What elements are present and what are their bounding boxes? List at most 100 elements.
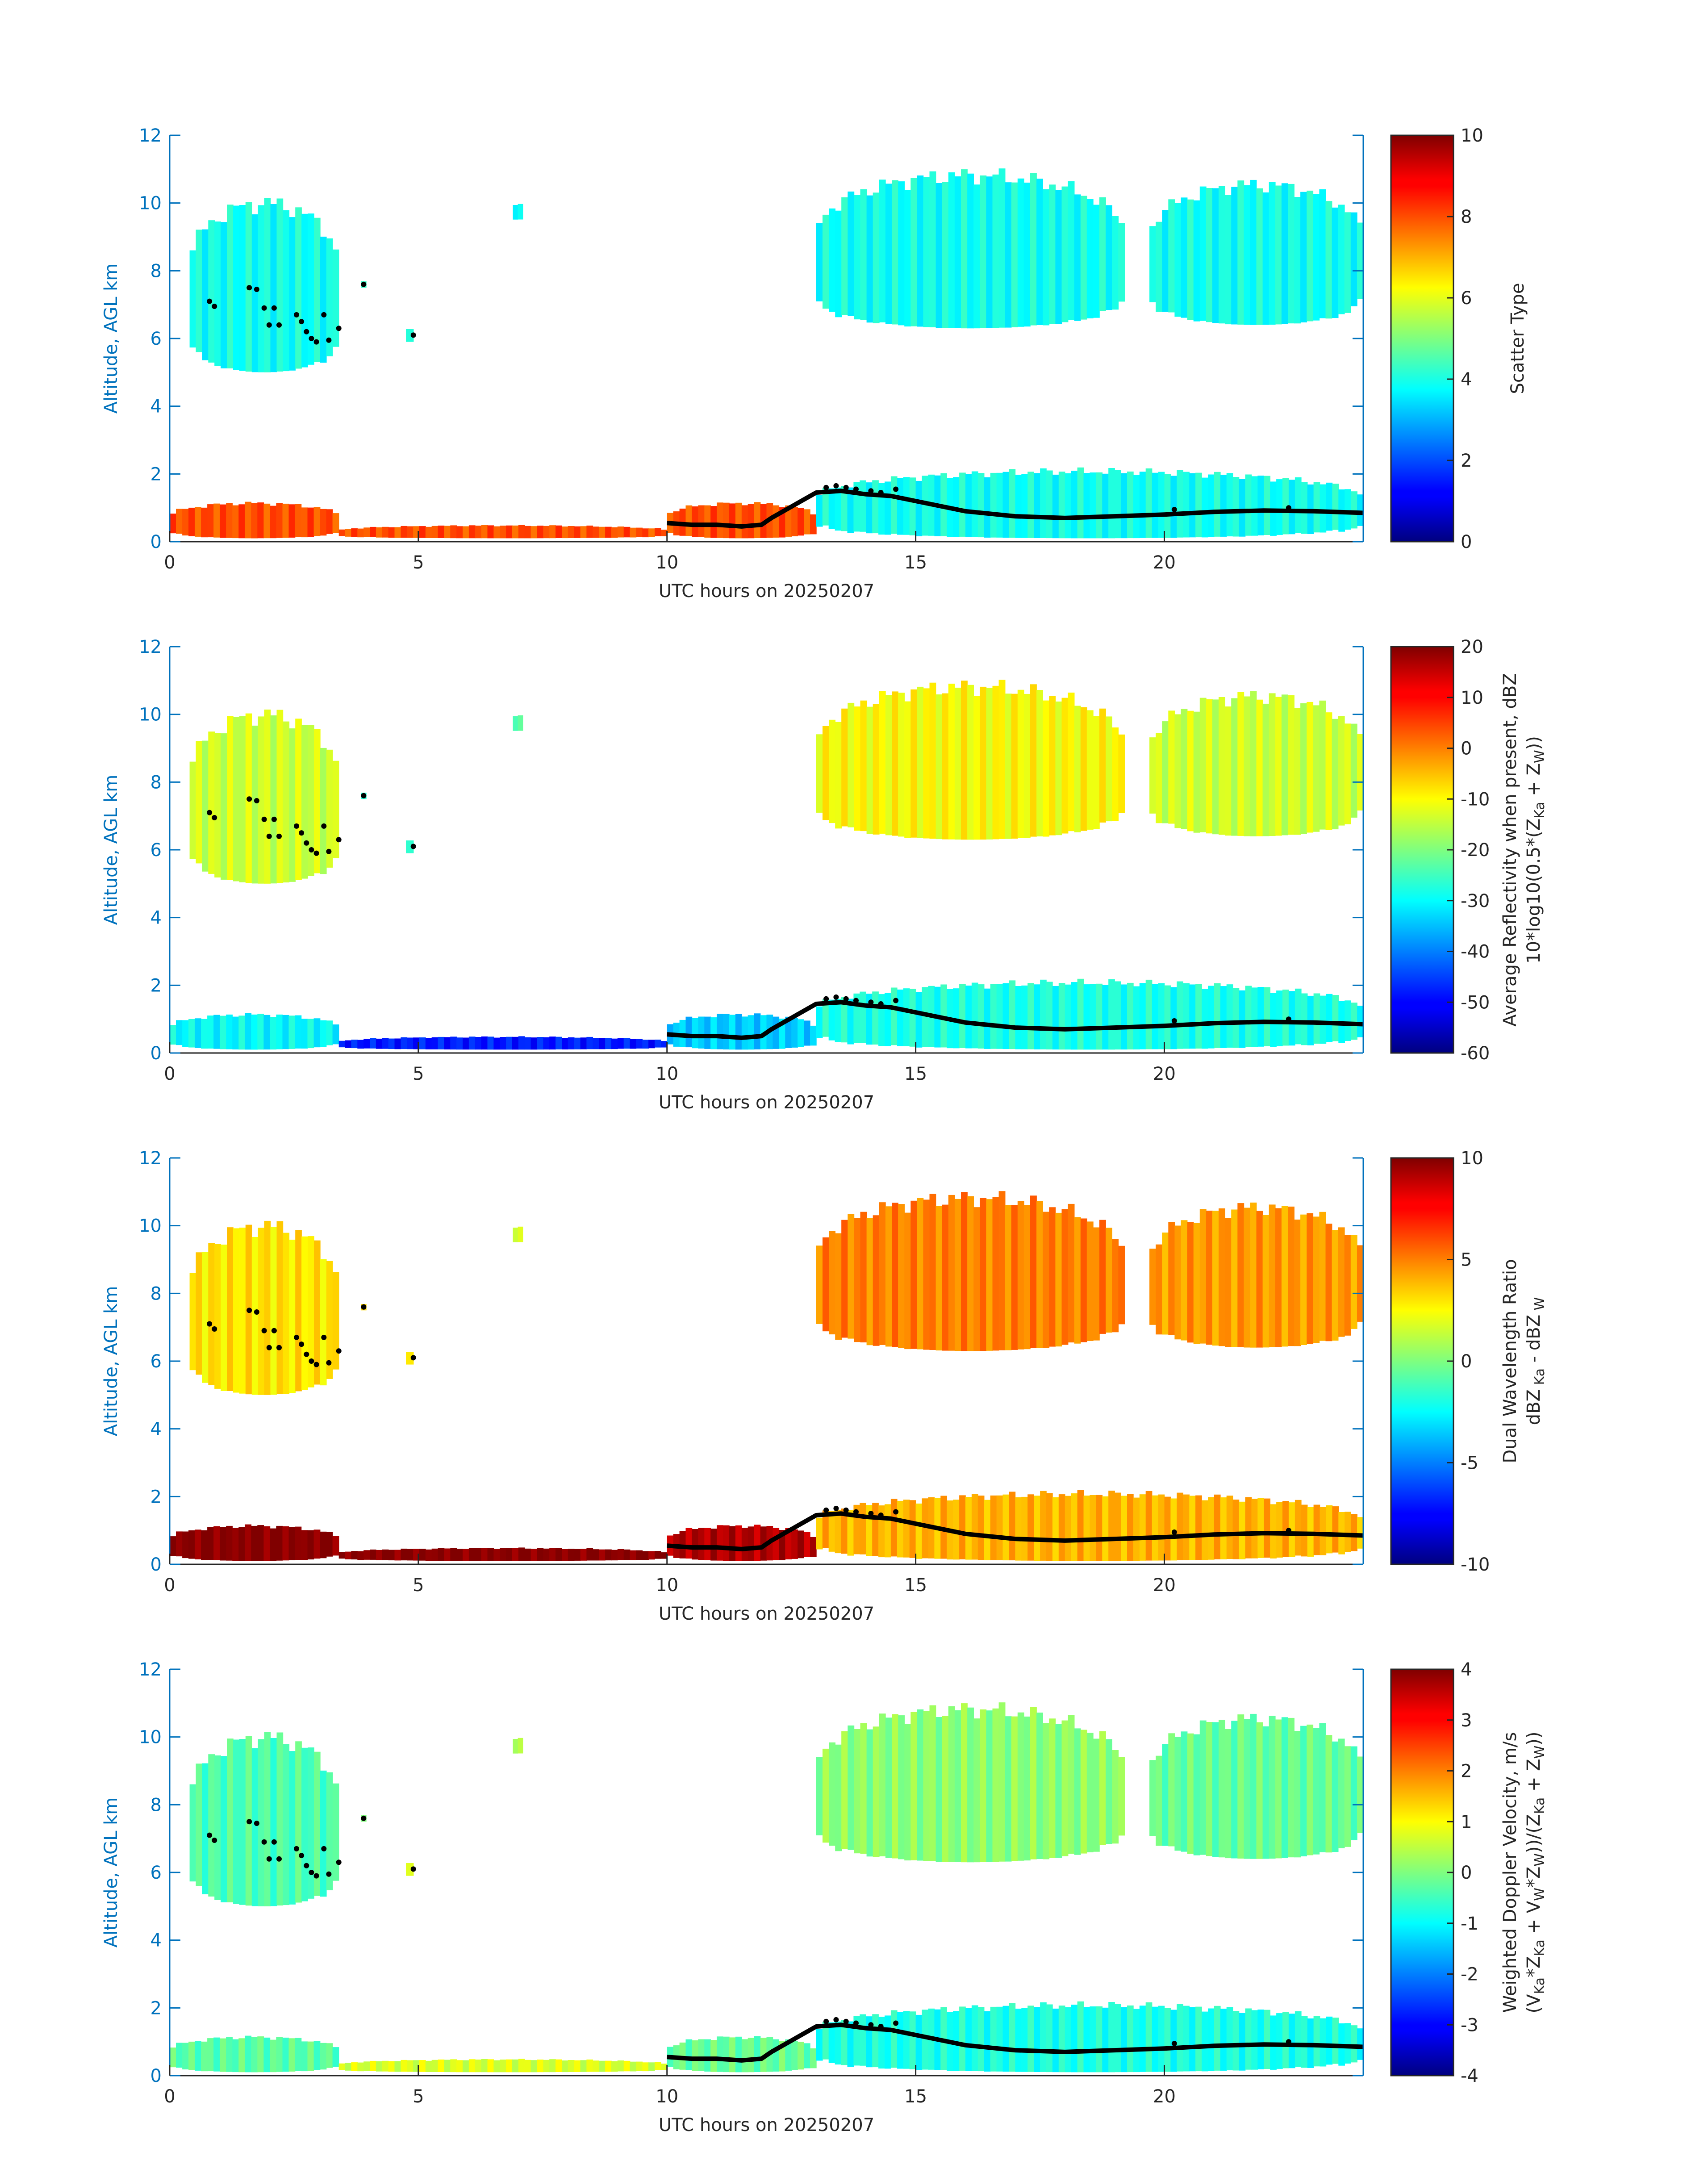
heatmap-cell xyxy=(835,2021,842,2065)
heatmap-cell xyxy=(829,1231,835,1335)
heatmap-cell xyxy=(276,1014,283,1049)
y-tick-label: 10 xyxy=(139,1727,162,1748)
colorbar-tick-label: 1 xyxy=(1461,1812,1472,1832)
heatmap-cell xyxy=(872,1503,879,1556)
heatmap-cell xyxy=(1108,979,1115,1050)
heatmap-cell xyxy=(176,1531,183,1557)
heatmap-cell xyxy=(276,1525,283,1561)
echo-region xyxy=(1149,1202,1364,1348)
heatmap-cell xyxy=(288,1015,296,1049)
heatmap-cell xyxy=(698,505,705,537)
heatmap-cell xyxy=(320,1770,327,1897)
boundary-point xyxy=(893,1509,899,1515)
heatmap-cell xyxy=(1187,1222,1194,1343)
echo-region xyxy=(816,1490,1364,1561)
heatmap-cell xyxy=(935,183,943,328)
boundary-point xyxy=(207,1321,213,1327)
heatmap-cell xyxy=(1036,179,1043,325)
heatmap-cell xyxy=(1220,2009,1227,2071)
heatmap-cell xyxy=(500,1037,506,1050)
heatmap-cell xyxy=(238,1015,246,1050)
colorbar-tick-label: 3 xyxy=(1461,1710,1472,1731)
heatmap-cell xyxy=(1357,222,1364,299)
heatmap-cell xyxy=(245,1013,252,1050)
heatmap-cell xyxy=(698,1528,705,1560)
heatmap-cell xyxy=(1257,987,1264,1047)
heatmap-cell xyxy=(1017,1712,1024,1861)
heatmap-cell xyxy=(406,329,414,342)
heatmap-cell xyxy=(1295,2011,1302,2067)
heatmap-cell xyxy=(220,504,226,538)
heatmap-cell xyxy=(202,1252,209,1383)
boundary-point xyxy=(261,816,267,822)
boundary-point xyxy=(276,322,282,328)
heatmap-cell xyxy=(1275,1208,1282,1347)
heatmap-cell xyxy=(468,1548,476,1561)
heatmap-cell xyxy=(263,503,271,539)
heatmap-cell xyxy=(903,988,910,1046)
heatmap-cell xyxy=(295,719,302,880)
heatmap-cell xyxy=(208,1754,215,1897)
heatmap-cell xyxy=(394,1038,401,1049)
heatmap-cell xyxy=(922,476,929,536)
heatmap-cell xyxy=(704,2039,711,2072)
heatmap-cell xyxy=(948,1195,955,1351)
heatmap-cell xyxy=(822,2022,829,2060)
heatmap-cell xyxy=(1219,1208,1225,1346)
heatmap-cell xyxy=(500,526,506,539)
echo-region xyxy=(406,1352,414,1365)
heatmap-cell xyxy=(890,987,898,1045)
heatmap-cell xyxy=(1206,188,1213,322)
y-tick-label: 8 xyxy=(150,261,162,281)
boundary-point xyxy=(294,312,299,318)
heatmap-cell xyxy=(1257,476,1264,535)
heatmap-cell xyxy=(189,1784,196,1882)
heatmap-cell xyxy=(593,1038,599,1049)
heatmap-cell xyxy=(1055,190,1062,324)
colorbar-tick-label: 4 xyxy=(1461,1659,1472,1680)
heatmap-cell xyxy=(1139,2006,1146,2072)
heatmap-cell xyxy=(332,1536,339,1556)
heatmap-cell xyxy=(655,1551,661,1559)
heatmap-cell xyxy=(506,1548,513,1561)
heatmap-cell xyxy=(1262,192,1270,325)
echo-region xyxy=(816,168,1125,329)
heatmap-cell xyxy=(1212,188,1219,323)
colorbar-tick-label: 20 xyxy=(1461,637,1483,657)
heatmap-cell xyxy=(1181,709,1188,829)
heatmap-cell xyxy=(1313,993,1320,1044)
heatmap-cell xyxy=(326,749,333,868)
heatmap-cell xyxy=(791,507,798,536)
heatmap-cell xyxy=(1344,1746,1351,1847)
boundary-point xyxy=(304,329,309,334)
heatmap-cell xyxy=(1195,984,1202,1049)
heatmap-cell xyxy=(1015,986,1022,1049)
heatmap-cell xyxy=(245,501,252,539)
heatmap-cell xyxy=(1281,1717,1288,1858)
heatmap-cell xyxy=(1226,984,1233,1048)
boundary-point xyxy=(878,490,884,495)
boundary-line xyxy=(667,2022,1364,2063)
boundary-point xyxy=(823,1507,829,1513)
boundary-point xyxy=(207,810,213,815)
heatmap-cell xyxy=(847,2021,854,2067)
heatmap-cell xyxy=(326,2043,333,2068)
heatmap-cell xyxy=(1344,212,1351,313)
scatter-type-overlay xyxy=(207,281,1364,529)
heatmap-cell xyxy=(785,1528,792,1559)
boundary-point xyxy=(1286,505,1291,511)
heatmap-cell xyxy=(642,1551,649,1560)
heatmap-cell xyxy=(276,710,284,883)
heatmap-cell xyxy=(967,685,974,840)
heatmap-cell xyxy=(1118,223,1125,302)
heatmap-cell xyxy=(258,1739,265,1906)
heatmap-cell xyxy=(1023,1716,1031,1861)
heatmap-cell xyxy=(1030,173,1037,326)
heatmap-cell xyxy=(685,505,693,536)
heatmap-cell xyxy=(1239,479,1246,537)
heatmap-cell xyxy=(1232,1500,1240,1559)
heatmap-cell xyxy=(1090,2006,1097,2073)
boundary-point xyxy=(276,1345,282,1350)
heatmap-cell xyxy=(1244,1719,1251,1859)
boundary-point xyxy=(254,798,259,803)
